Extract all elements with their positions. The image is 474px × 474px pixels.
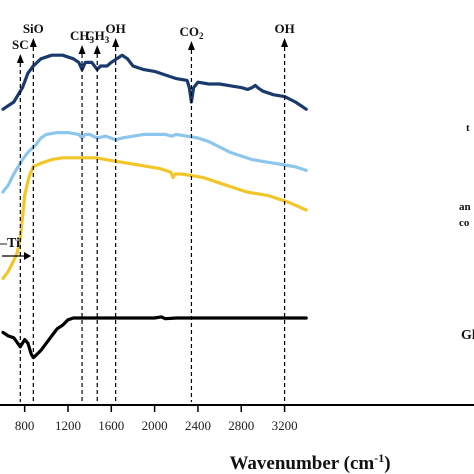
tick-layer: 800 1200 1600 2000 2400 2800 3200 [15, 405, 298, 433]
inset-label-ti: –Ti [0, 236, 20, 251]
series-layer [1, 53, 308, 360]
side-label-co: co [459, 217, 470, 229]
annotation-label-6: OH [274, 21, 294, 36]
annotation-arrow-2 [78, 45, 86, 54]
side-label-t: t [466, 122, 470, 134]
annotation-label-1: SiO [23, 21, 44, 36]
side-label-an: an [459, 201, 471, 213]
x-tick-label-2: 1600 [98, 418, 124, 433]
x-tick-label-5: 2800 [228, 418, 254, 433]
inset-arrow-head [24, 252, 31, 260]
annotation-arrow-3 [93, 45, 101, 54]
annotation-arrow-6 [281, 38, 289, 47]
x-axis-title-suffix: ) [384, 453, 390, 474]
x-axis-title-superscript: -1 [374, 451, 384, 465]
series-line-1 [1, 131, 308, 194]
annotation-arrow-0 [16, 54, 24, 63]
annotation-label-4: OH [106, 21, 126, 36]
series-line-2 [1, 156, 308, 280]
annotation-arrow-5 [187, 41, 195, 50]
x-tick-label-0: 800 [15, 418, 35, 433]
annotation-arrow-4 [112, 38, 120, 47]
x-tick-label-6: 3200 [272, 418, 298, 433]
annotation-arrow-1 [29, 38, 37, 47]
annotation-label-2: CH3 [70, 28, 95, 45]
side-label-gl: Gl [461, 328, 474, 343]
annotation-label-5: CO2 [179, 24, 204, 41]
x-tick-label-1: 1200 [55, 418, 81, 433]
x-tick-label-3: 2000 [142, 418, 168, 433]
annotation-label-0: SC [12, 37, 29, 52]
x-tick-label-4: 2400 [185, 418, 211, 433]
x-axis-title: Wavenumber (cm-1) [229, 451, 390, 474]
annotation-label-3: CH3 [85, 28, 110, 45]
series-line-0 [1, 53, 308, 111]
series-line-3 [1, 315, 308, 360]
